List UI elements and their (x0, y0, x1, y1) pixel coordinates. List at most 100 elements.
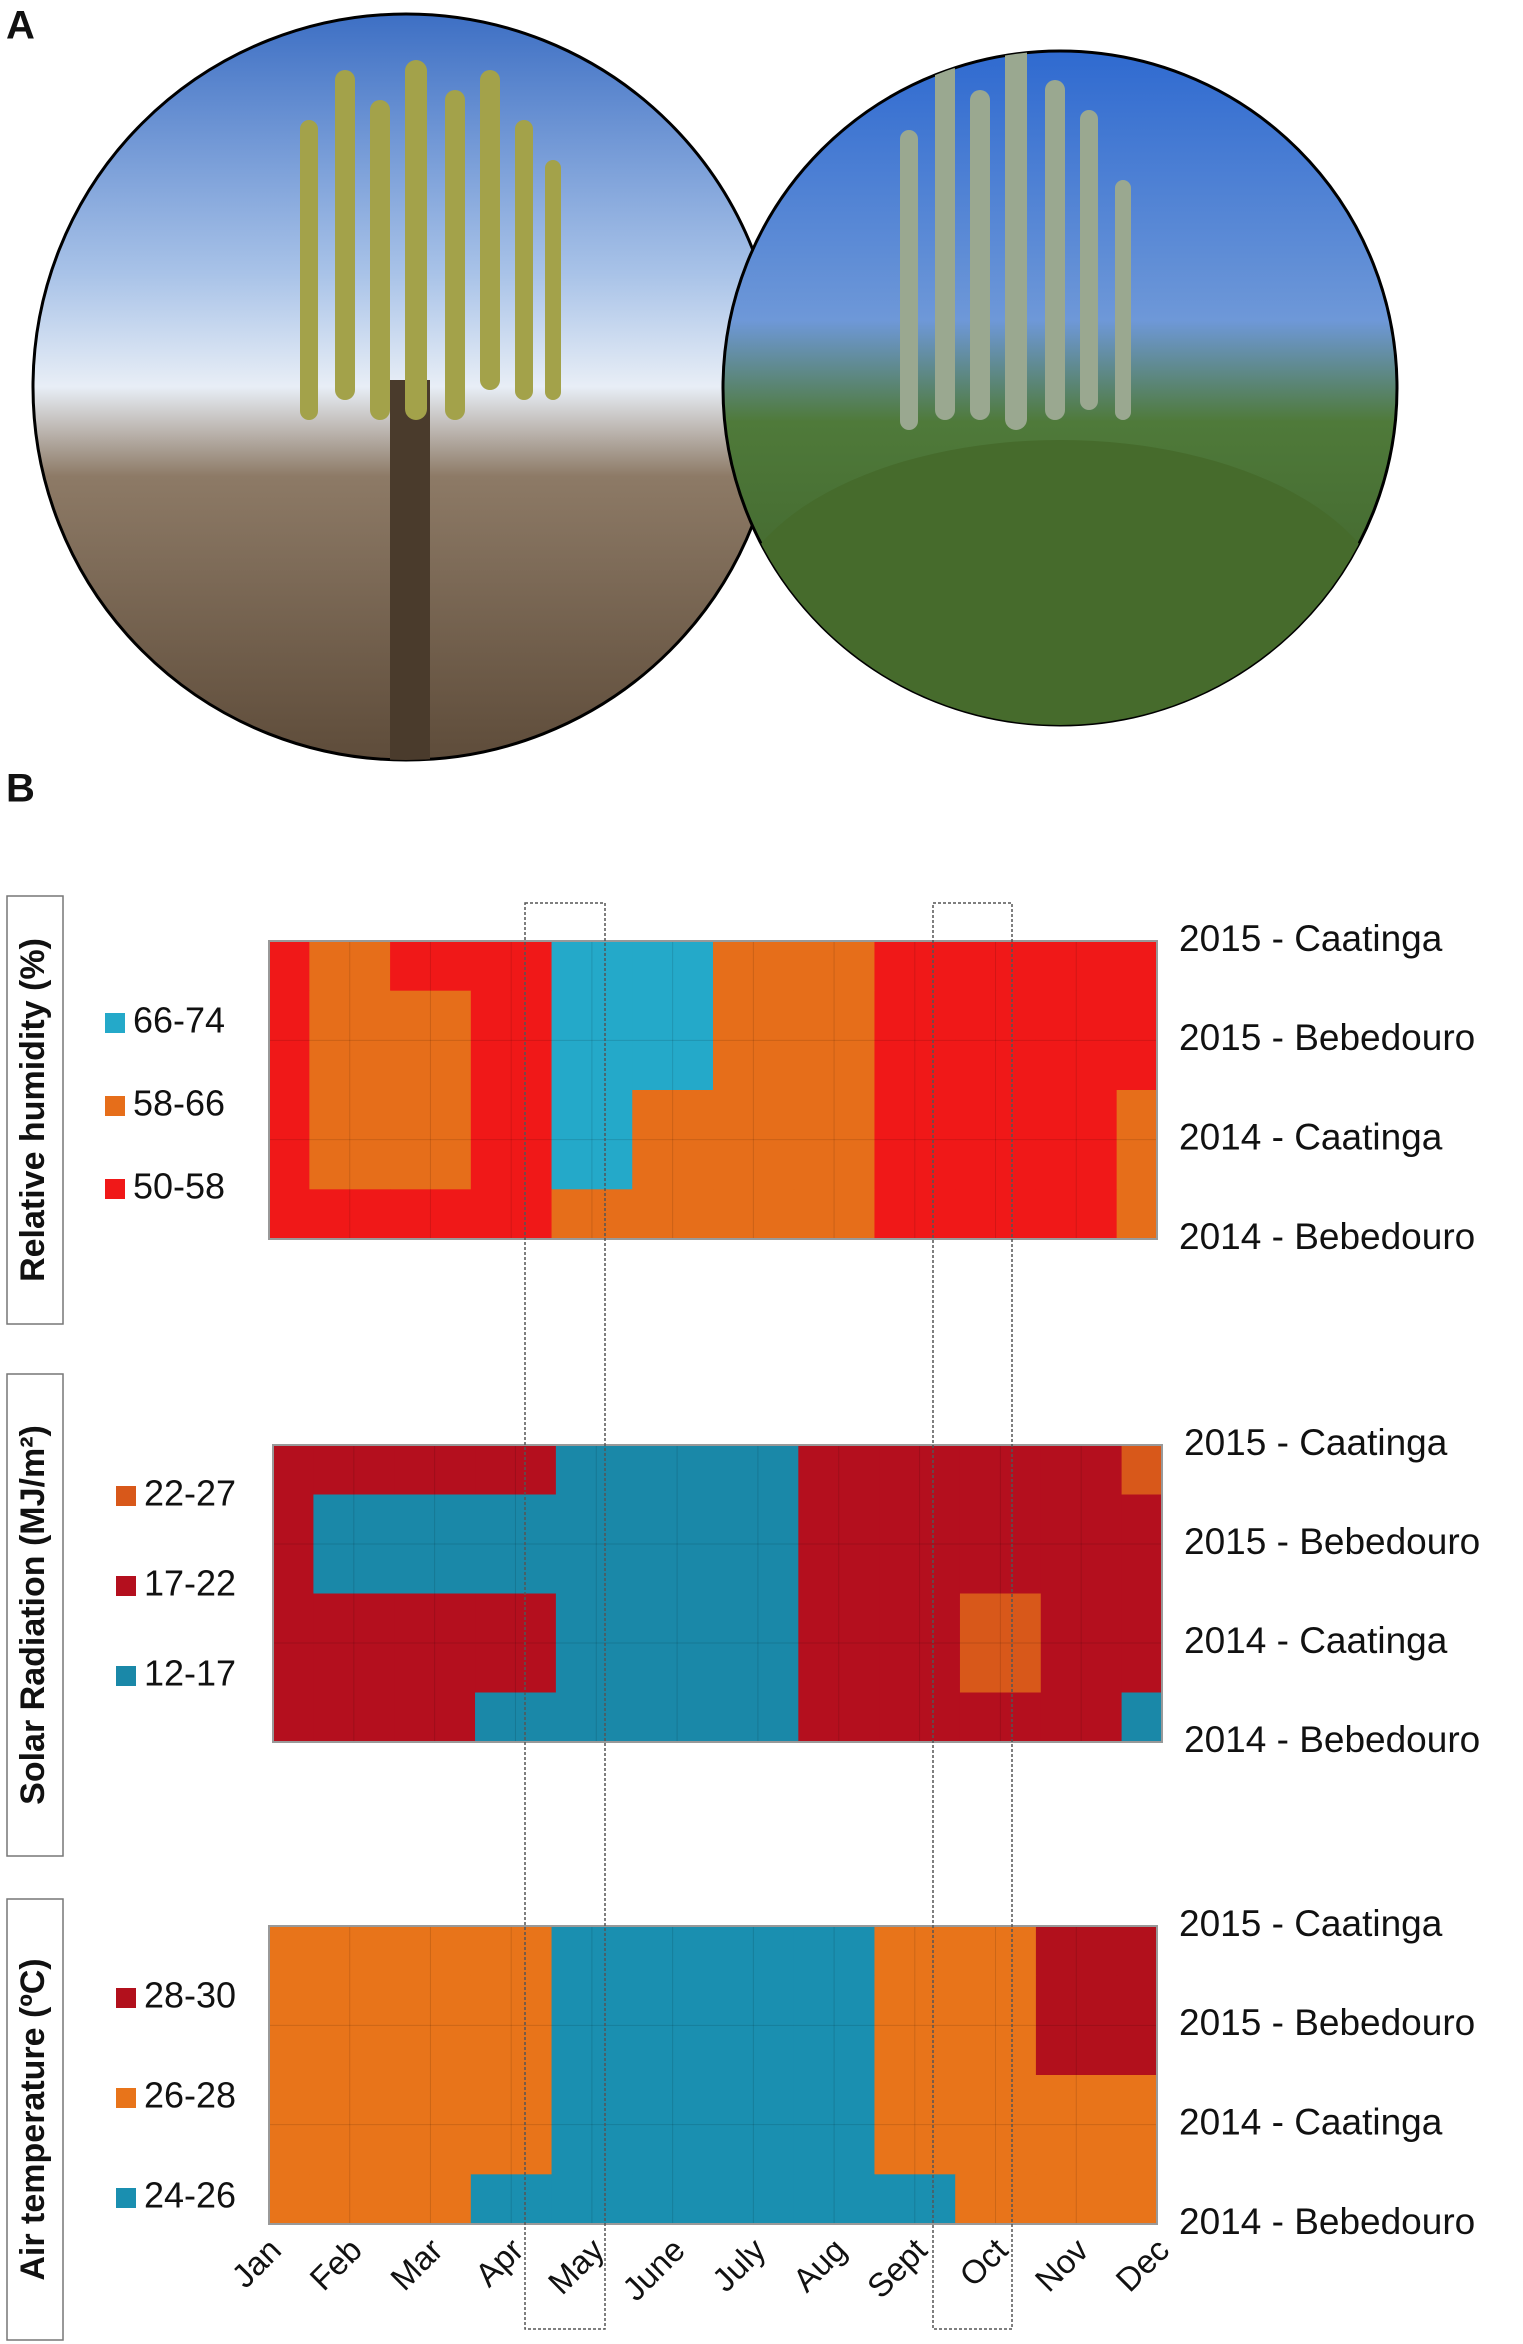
panel-label: A (6, 4, 35, 48)
surface-cell (313, 1445, 395, 1495)
x-tick-label: July (705, 2231, 773, 2299)
row-label: 2014 - Bebedouro (1184, 1719, 1480, 1760)
surface-cell (390, 941, 472, 992)
surface-cell (717, 1445, 799, 1495)
surface-cell (713, 2174, 795, 2225)
y-title: Air temperature (ºC) (14, 1958, 52, 2280)
legend-swatch (116, 1988, 136, 2008)
surface-cell (1035, 2174, 1118, 2225)
surface-cell (309, 1189, 391, 1240)
surface-cell (390, 2075, 472, 2175)
surface-cell (551, 990, 633, 1091)
surface-cell (874, 1090, 956, 1190)
x-tick-label: Apr (468, 2231, 530, 2293)
y-title-box (6, 1898, 64, 2341)
row-label: 2014 - Caatinga (1179, 1116, 1443, 1157)
row-label: 2015 - Caatinga (1179, 1903, 1443, 1944)
surface-cell (793, 1090, 875, 1190)
surface-cell (632, 1975, 714, 2076)
surface-cell (793, 1189, 875, 1240)
legend-swatch (116, 1486, 136, 1506)
row-label: 2014 - Bebedouro (1179, 2201, 1475, 2242)
surface-cell (273, 1445, 314, 1495)
surface-cell (632, 1189, 714, 1240)
surface-cell (390, 1926, 472, 1977)
surface-cell (1035, 1090, 1118, 1190)
surface-cell (1040, 1445, 1123, 1495)
surface-cell (475, 1692, 557, 1743)
legend-label: 24-26 (144, 2175, 236, 2216)
surface-cell (713, 1975, 795, 2076)
surface-cell (955, 1975, 1037, 2076)
row-label: 2015 - Caatinga (1184, 1422, 1448, 1463)
surface-cell (394, 1445, 476, 1495)
surface-cell (1121, 1445, 1163, 1495)
surface-cell (798, 1494, 880, 1594)
surface-cell (551, 1189, 633, 1240)
x-tick-label: Oct (952, 2231, 1014, 2293)
surface-cell (1116, 1189, 1158, 1240)
highlight-may (524, 902, 606, 2330)
surface-cell (313, 1692, 395, 1743)
surface-cell (470, 2174, 553, 2225)
x-tick-label: May (541, 2231, 612, 2302)
panel-label: B (6, 767, 35, 811)
surface-cell (1035, 1189, 1118, 1240)
x-tick-label: Jan (224, 2231, 288, 2295)
surface-cell (309, 990, 391, 1091)
surface-cell (955, 941, 1037, 992)
surface-cell (1121, 1494, 1163, 1594)
surface-cell (636, 1445, 718, 1495)
surface-cell (1116, 2075, 1158, 2175)
row-label: 2014 - Bebedouro (1179, 1216, 1475, 1257)
surface-cell (551, 1975, 633, 2076)
surface-cell (475, 1494, 557, 1594)
surface-cell (1116, 941, 1158, 992)
legend-label: 17-22 (144, 1563, 236, 1604)
surface-cell (390, 1090, 472, 1190)
legend-label: 12-17 (144, 1653, 236, 1694)
surface-cell (874, 941, 956, 992)
surface-cell (717, 1692, 799, 1743)
surface-cell (879, 1494, 961, 1594)
surface-cell (269, 2174, 310, 2225)
surface-cell (959, 1494, 1042, 1594)
surface-cell (470, 2075, 553, 2175)
legend-label: 50-58 (133, 1166, 225, 1207)
surface-cell (551, 1926, 633, 1977)
x-tick-label: Mar (383, 2231, 449, 2297)
surface-cell (793, 2075, 875, 2175)
surface-cell (269, 941, 310, 992)
surface-cell (879, 1593, 961, 1693)
y-title-box (6, 1373, 64, 1857)
surface-cell (470, 1189, 553, 1240)
row-label: 2014 - Caatinga (1179, 2101, 1443, 2142)
surface-cell (1035, 990, 1118, 1091)
legend-label: 28-30 (144, 1975, 236, 2016)
surface-cell (394, 1593, 476, 1693)
surface-cell (269, 990, 310, 1091)
photo-caatinga (31, 12, 781, 762)
surface-cell (470, 941, 553, 992)
surface-cell (1035, 2075, 1118, 2175)
surface-cell (555, 1494, 638, 1594)
surface-cell (1040, 1593, 1123, 1693)
surface-cell (273, 1593, 314, 1693)
surface-cell (955, 2174, 1037, 2225)
row-label: 2015 - Bebedouro (1179, 1017, 1475, 1058)
surface-cell (955, 2075, 1037, 2175)
surface-cell (874, 990, 956, 1091)
surface-cell (798, 1445, 880, 1495)
legend-swatch (105, 1179, 125, 1199)
surface-cell (313, 1494, 395, 1594)
surface-cell (1040, 1692, 1123, 1743)
surface-cell (269, 1975, 310, 2076)
surface-cell (959, 1593, 1042, 1693)
surface-cell (1035, 941, 1118, 992)
surface-cell (793, 1975, 875, 2076)
y-title: Solar Radiation (MJ/m²) (14, 1425, 52, 1805)
surface-cell (1121, 1692, 1163, 1743)
surface-cell (1035, 1975, 1118, 2076)
surface-cell (269, 1926, 310, 1977)
